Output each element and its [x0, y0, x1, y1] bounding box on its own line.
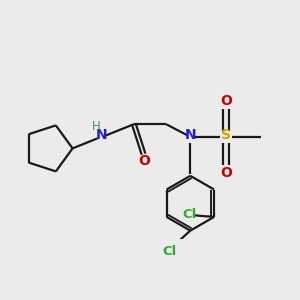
Text: O: O: [138, 154, 150, 168]
Text: Cl: Cl: [162, 245, 176, 258]
Text: O: O: [220, 94, 232, 108]
Text: Cl: Cl: [182, 208, 196, 221]
Text: O: O: [220, 166, 232, 180]
Text: N: N: [96, 128, 107, 142]
Text: H: H: [92, 120, 100, 133]
Text: N: N: [184, 128, 196, 142]
Text: S: S: [221, 128, 231, 142]
